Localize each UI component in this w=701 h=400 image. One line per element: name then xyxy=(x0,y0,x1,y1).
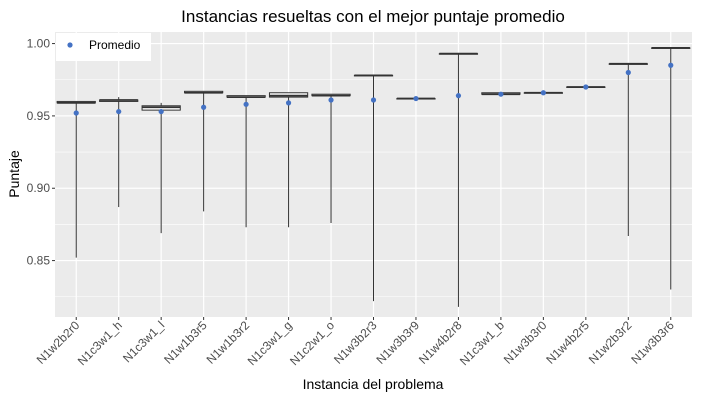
chart-title: Instancias resueltas con el mejor puntaj… xyxy=(181,7,565,26)
box-N1w3b3r6 xyxy=(651,47,691,290)
y-tick-label: 1.00 xyxy=(27,37,51,51)
box-N1c3w1_h xyxy=(99,97,139,208)
mean-point xyxy=(201,104,207,110)
x-tick-label: N1w2b3r2 xyxy=(586,318,635,367)
mean-point xyxy=(540,90,546,96)
mean-point xyxy=(498,91,504,97)
box-N1c2w1_o xyxy=(311,93,351,223)
mean-point xyxy=(328,97,334,103)
mean-point xyxy=(625,69,631,76)
mean-point xyxy=(668,62,674,68)
box-N1w2b2r0 xyxy=(56,100,96,258)
x-tick-label: N1c3w1_h xyxy=(75,318,125,368)
mean-point xyxy=(455,93,462,99)
mean-point xyxy=(583,84,589,90)
mean-point xyxy=(158,108,164,115)
box-series xyxy=(56,47,691,307)
y-axis: 0.85 0.90 0.95 1.00 xyxy=(27,37,55,268)
x-tick-label: N1c3w1_g xyxy=(245,318,295,368)
y-tick-label: 0.90 xyxy=(27,181,51,195)
mean-point xyxy=(116,108,122,115)
box-N1w1b3r5 xyxy=(184,90,224,212)
mean-point xyxy=(370,97,377,103)
box-N1c3w1_g xyxy=(268,92,309,228)
x-tick-label: N1w3b3r6 xyxy=(628,318,677,367)
x-tick-label: N1c3w1_l xyxy=(120,318,167,365)
mean-point xyxy=(413,95,419,102)
legend-label-promedio: Promedio xyxy=(89,38,141,52)
x-tick-label: N1w4b2r5 xyxy=(543,318,592,367)
legend: Promedio xyxy=(56,33,151,61)
y-tick-label: 0.95 xyxy=(27,109,51,123)
x-tick-label: N1w3b3r0 xyxy=(501,318,550,367)
mean-point xyxy=(285,100,292,106)
legend-key-promedio xyxy=(67,42,73,48)
box-N1w2b3r2 xyxy=(608,62,648,236)
x-tick-label: N1w3b3r9 xyxy=(374,318,423,367)
y-tick-label: 0.85 xyxy=(27,254,51,268)
x-tick-label: N1w1b3r5 xyxy=(161,318,210,367)
x-tick-label: N1w3b2r3 xyxy=(331,318,380,367)
mean-point xyxy=(243,101,249,107)
x-tick-label: N1c3w1_b xyxy=(457,318,507,368)
box-N1w3b2r3 xyxy=(353,74,394,302)
x-axis-title: Instancia del problema xyxy=(303,376,444,392)
y-axis-title: Puntaje xyxy=(6,150,22,198)
x-tick-label: N1c2w1_o xyxy=(287,318,337,368)
mean-points xyxy=(73,62,674,116)
box-N1w1b3r2 xyxy=(226,95,266,228)
legend-background xyxy=(56,33,151,61)
x-axis: N1w2b2r0N1c3w1_hN1c3w1_lN1w1b3r5N1w1b3r2… xyxy=(34,317,677,368)
mean-point xyxy=(73,110,79,116)
